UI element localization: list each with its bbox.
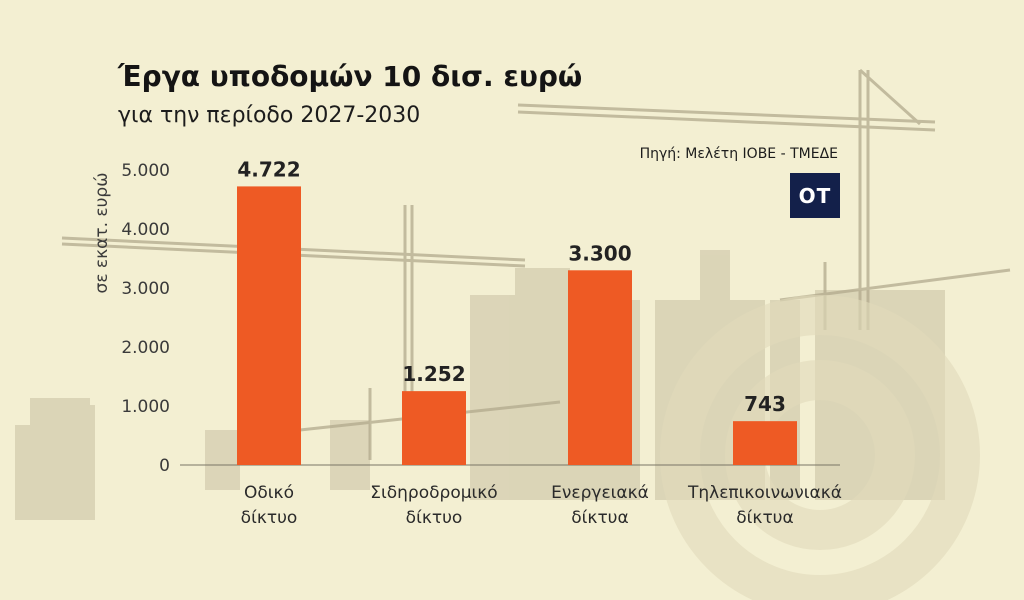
bar (402, 391, 466, 465)
y-tick-label: 5.000 (121, 161, 170, 181)
y-tick-label: 3.000 (121, 279, 170, 299)
chart-subtitle: για την περίοδο 2027-2030 (118, 103, 421, 128)
category-label: Οδικό (244, 483, 294, 503)
bars (237, 186, 797, 466)
y-tick-label: 1.000 (121, 397, 170, 417)
category-label: δίκτυο (241, 508, 298, 528)
category-label: Τηλεπικοινωνιακά (687, 483, 842, 503)
publisher-logo: OT (790, 173, 840, 218)
category-label: δίκτυα (571, 508, 628, 528)
source-note: Πηγή: Μελέτη ΙΟΒΕ - ΤΜΕΔΕ (639, 146, 838, 162)
bar-value-label: 4.722 (237, 157, 300, 181)
bar-value-label: 743 (744, 392, 786, 416)
bar-value-label: 1.252 (402, 362, 465, 386)
category-label: Ενεργειακά (551, 483, 649, 503)
y-axis: 0 1.000 2.000 3.000 4.000 5.000 σε εκατ. ευρώ (92, 161, 840, 476)
x-axis-labels: Οδικό δίκτυο Σιδηροδρομικό δίκτυο Ενεργειακά… (241, 483, 842, 528)
y-tick-label: 4.000 (121, 220, 170, 240)
y-tick-label: 2.000 (121, 338, 170, 358)
category-label: δίκτυο (406, 508, 463, 528)
bar (237, 186, 301, 466)
category-label: Σιδηροδρομικό (370, 483, 497, 503)
bar (733, 421, 797, 465)
category-label: δίκτυα (736, 508, 793, 528)
y-axis-title: σε εκατ. ευρώ (92, 173, 112, 294)
bar-value-label: 3.300 (568, 241, 631, 265)
chart-title: Έργα υποδομών 10 δισ. ευρώ (118, 60, 583, 93)
value-labels: 4.722 1.252 3.300 743 (237, 157, 786, 416)
y-tick-label: 0 (159, 456, 170, 476)
bar (568, 270, 632, 465)
